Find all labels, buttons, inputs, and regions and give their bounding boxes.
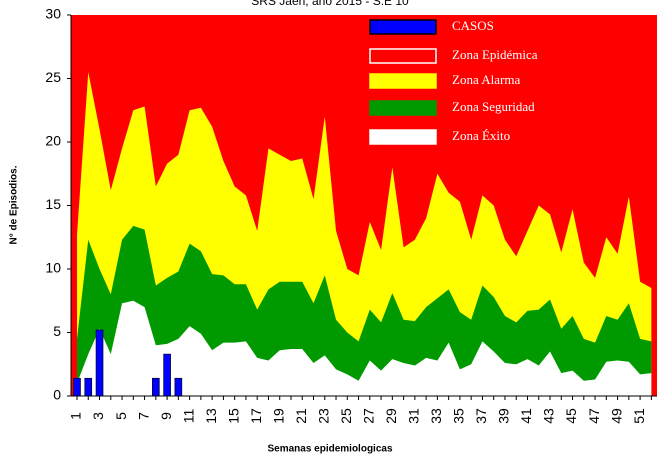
y-tick-label: 5 (53, 323, 61, 339)
x-tick-label: 23 (315, 408, 331, 424)
x-tick-label: 25 (338, 408, 354, 424)
x-tick-label: 29 (383, 408, 399, 424)
plot-area (71, 15, 657, 397)
x-tick-label: 27 (361, 408, 377, 424)
y-tick-label: 20 (45, 133, 61, 149)
case-bar (152, 377, 160, 397)
legend-swatch (369, 73, 437, 89)
x-tick-label: 13 (203, 408, 219, 424)
x-tick-label: 45 (563, 408, 579, 424)
x-tick-label: 1 (68, 412, 84, 420)
case-bar (163, 353, 171, 397)
y-tick-label: 0 (53, 387, 61, 403)
x-tick-label: 33 (428, 408, 444, 424)
x-tick-label: 43 (541, 408, 557, 424)
x-tick-label: 47 (586, 408, 602, 424)
zone-area (77, 300, 652, 396)
legend-label: Zona Epidémica (452, 47, 538, 62)
x-axis-label: Semanas epidemiologicas (267, 444, 392, 455)
x-tick-label: 15 (225, 408, 241, 424)
legend-label: Zona Alarma (452, 72, 520, 87)
x-tick-label: 17 (248, 408, 264, 424)
x-tick-label: 11 (180, 409, 196, 424)
y-tick-label: 30 (45, 6, 61, 22)
x-tick-label: 3 (90, 412, 106, 420)
x-tick-label: 7 (135, 412, 151, 420)
x-tick-label: 41 (518, 408, 534, 424)
legend-swatch (369, 48, 437, 64)
x-tick-label: 39 (496, 408, 512, 424)
chart-title: SRS Jaén, año 2015 - S.E 10 (251, 0, 409, 8)
case-bar (73, 377, 81, 397)
x-tick-label: 21 (293, 408, 309, 424)
x-tick-label: 37 (473, 408, 489, 424)
y-axis-label: N° de Episodios. (9, 165, 20, 244)
x-tick-label: 9 (158, 412, 174, 420)
x-tick-label: 49 (608, 408, 624, 424)
legend-label: CASOS (452, 18, 494, 33)
x-tick-label: 5 (113, 412, 129, 420)
legend-label: Zona Éxito (452, 128, 510, 143)
y-tick-label: 10 (45, 260, 61, 276)
legend-swatch (369, 19, 437, 35)
x-tick-label: 35 (451, 408, 467, 424)
legend-label: Zona Seguridad (452, 99, 535, 114)
x-tick-label: 51 (631, 408, 647, 424)
legend-swatch (369, 129, 437, 145)
x-tick-label: 31 (406, 408, 422, 424)
y-tick-label: 25 (45, 69, 61, 85)
x-tick-label: 19 (270, 408, 286, 424)
y-tick-label: 15 (45, 196, 61, 212)
legend-swatch (369, 100, 437, 116)
case-bar (84, 377, 93, 397)
case-bar (95, 329, 104, 397)
case-bar (174, 377, 183, 397)
